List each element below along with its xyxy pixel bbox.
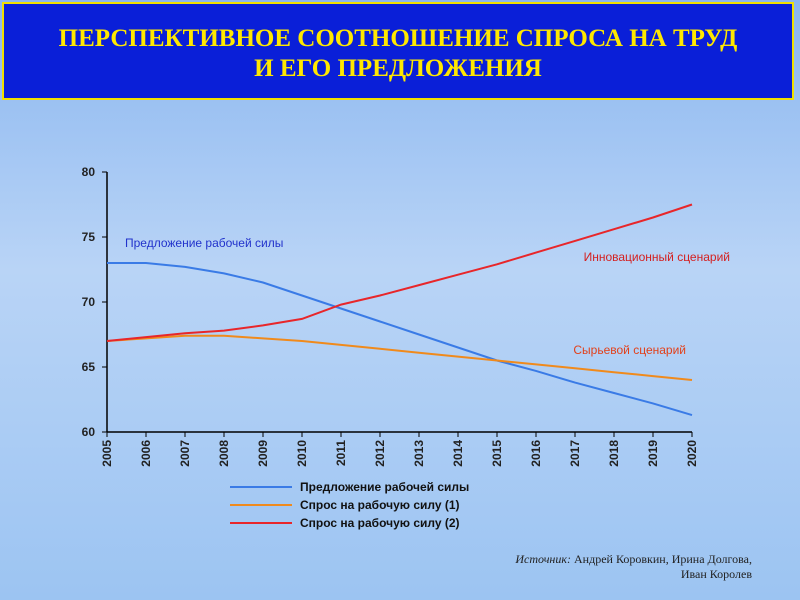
source-line: Источник: Андрей Коровкин, Ирина Долгова… — [515, 552, 752, 567]
y-tick-label: 60 — [82, 425, 96, 439]
series-line — [106, 203, 693, 342]
source-line: Иван Королев — [680, 567, 752, 581]
x-tick-label: 2005 — [100, 440, 114, 467]
y-tick-label: 65 — [82, 360, 96, 374]
series-line — [106, 334, 693, 381]
x-tick-label: 2010 — [295, 440, 309, 467]
x-tick-label: 2013 — [412, 440, 426, 467]
source-label: Источник: — [515, 552, 571, 566]
y-tick-label: 70 — [82, 295, 96, 309]
x-tick-label: 2020 — [685, 440, 699, 467]
source: Источник: Андрей Коровкин, Ирина Долгова… — [515, 552, 752, 582]
x-tick-label: 2019 — [646, 440, 660, 467]
source-text: Андрей Коровкин, Ирина Долгова, — [574, 552, 752, 566]
title-line: И ЕГО ПРЕДЛОЖЕНИЯ — [254, 55, 542, 82]
x-tick-label: 2011 — [334, 440, 348, 466]
series-line — [107, 262, 693, 417]
x-tick-label: 2012 — [373, 440, 387, 467]
legend-label: Спрос на рабочую силу (2) — [300, 516, 460, 530]
x-tick-label: 2007 — [178, 440, 192, 467]
x-tick-label: 2014 — [451, 440, 465, 467]
x-tick-label: 2017 — [568, 440, 582, 467]
annotation: Сырьевой сценарий — [573, 343, 686, 357]
annotation: Предложение рабочей силы — [125, 236, 283, 250]
legend-label: Предложение рабочей силы — [300, 480, 469, 494]
y-tick-label: 80 — [82, 165, 96, 179]
legend-label: Спрос на рабочую силу (1) — [300, 498, 460, 512]
x-tick-label: 2015 — [490, 440, 504, 467]
y-tick-label: 75 — [82, 230, 96, 244]
title-box: ПЕРСПЕКТИВНОЕ СООТНОШЕНИЕ СПРОСА НА ТРУД… — [2, 2, 794, 100]
x-tick-label: 2009 — [256, 440, 270, 467]
x-tick-label: 2016 — [529, 440, 543, 467]
x-tick-label: 2008 — [217, 440, 231, 467]
x-tick-label: 2006 — [139, 440, 153, 467]
annotation: Инновационный сценарий — [584, 250, 730, 264]
x-tick-label: 2018 — [607, 440, 621, 467]
title-line: ПЕРСПЕКТИВНОЕ СООТНОШЕНИЕ СПРОСА НА ТРУД — [58, 25, 738, 52]
